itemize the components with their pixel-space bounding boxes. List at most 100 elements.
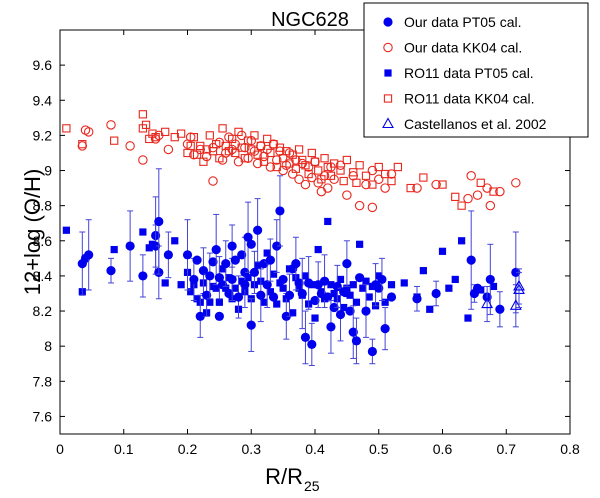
data-point <box>472 283 483 293</box>
data-point <box>332 281 342 292</box>
data-point <box>374 162 383 172</box>
data-point <box>314 245 322 254</box>
data-point <box>151 241 161 251</box>
data-point <box>240 267 250 277</box>
data-point <box>205 271 215 281</box>
data-point <box>481 297 494 309</box>
x-tick-label: 0 <box>56 441 64 457</box>
data-point <box>311 314 319 322</box>
data-point <box>431 288 441 299</box>
legend-label: Our data PT05 cal. <box>404 14 522 30</box>
data-point <box>189 274 199 285</box>
data-point <box>426 305 434 313</box>
data-point <box>377 274 387 285</box>
y-tick-label: 8.8 <box>33 198 53 214</box>
legend-marker <box>384 69 392 77</box>
data-point <box>386 169 397 179</box>
series-our-data-kk04-cal- <box>77 120 521 213</box>
data-point <box>206 298 214 306</box>
data-point <box>354 200 365 211</box>
data-point <box>237 250 247 260</box>
data-point <box>266 288 274 296</box>
data-point <box>231 148 240 158</box>
data-point <box>342 190 352 200</box>
data-point <box>247 145 256 154</box>
data-point <box>326 322 336 332</box>
data-point <box>227 134 237 144</box>
legend-marker <box>383 94 393 103</box>
data-point <box>281 311 291 321</box>
data-point <box>78 140 87 149</box>
y-tick-label: 8.2 <box>33 303 53 319</box>
data-point <box>208 257 218 267</box>
data-point <box>511 267 521 277</box>
data-point <box>327 281 335 289</box>
data-point <box>304 169 313 179</box>
data-point <box>330 289 338 298</box>
data-point <box>451 192 460 202</box>
data-point <box>365 293 373 301</box>
data-point <box>163 250 173 260</box>
data-point <box>244 274 252 282</box>
data-point <box>349 168 358 177</box>
data-point <box>269 270 278 278</box>
data-point <box>342 259 352 269</box>
data-point <box>138 110 148 119</box>
data-point <box>339 287 349 297</box>
legend-label: Our data KK04 cal. <box>404 40 522 56</box>
data-point <box>218 265 227 273</box>
data-point <box>256 141 265 151</box>
series-our-data-pt05-cal- <box>77 168 521 366</box>
data-point <box>294 278 304 288</box>
data-point <box>324 217 332 226</box>
data-point <box>326 171 336 180</box>
data-point <box>185 132 196 142</box>
data-point <box>202 145 211 154</box>
data-point <box>192 255 202 265</box>
data-point <box>138 271 148 281</box>
data-point <box>466 255 476 265</box>
y-tick-label: 7.8 <box>33 373 53 389</box>
data-point <box>335 160 346 171</box>
data-point <box>310 157 320 166</box>
data-point <box>295 284 303 292</box>
data-point <box>301 272 310 280</box>
data-point <box>62 124 71 133</box>
data-point <box>406 183 415 193</box>
data-point <box>139 228 147 236</box>
data-point <box>355 273 365 283</box>
data-point <box>400 279 408 287</box>
data-point <box>272 162 281 172</box>
data-point <box>307 339 317 350</box>
data-point <box>294 174 304 185</box>
data-point <box>352 178 361 187</box>
data-point <box>271 155 282 165</box>
data-point <box>273 300 281 308</box>
data-point <box>186 141 195 151</box>
data-point <box>250 131 259 140</box>
data-point <box>240 154 250 163</box>
data-point <box>215 154 224 163</box>
y-tick-label: 9.2 <box>33 127 53 143</box>
data-point <box>208 176 218 186</box>
data-point <box>212 140 221 149</box>
legend: Our data PT05 cal. Our data KK04 cal. RO11… <box>363 2 589 138</box>
data-point <box>195 311 205 321</box>
y-tick-label: 9.4 <box>33 92 53 108</box>
data-point <box>304 278 314 288</box>
data-point <box>489 187 498 196</box>
data-point <box>214 311 224 321</box>
data-point <box>284 290 295 300</box>
x-tick-label: 0.1 <box>114 441 134 457</box>
data-point <box>352 298 361 306</box>
data-point <box>259 157 269 166</box>
data-point <box>272 241 282 251</box>
data-point <box>345 306 355 316</box>
data-point <box>233 292 244 302</box>
y-tick-label: 7.6 <box>33 408 53 424</box>
data-point <box>265 162 276 172</box>
data-point <box>262 280 272 290</box>
data-point <box>329 159 339 168</box>
data-point <box>342 155 352 165</box>
x-axis-title-subscript: 25 <box>304 478 320 494</box>
